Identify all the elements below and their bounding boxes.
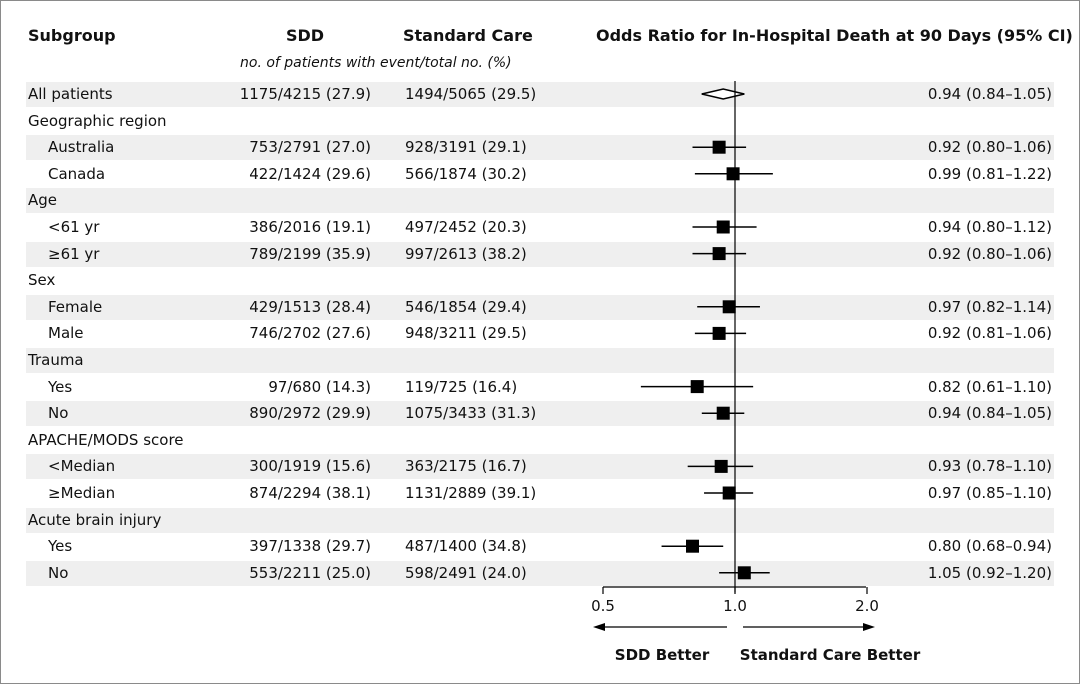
row-shading <box>26 188 1054 214</box>
or-marker <box>722 300 736 314</box>
row-label: Female <box>48 297 103 316</box>
sdd-value: 890/2972 (29.9) <box>249 404 371 423</box>
row-shading <box>26 560 1054 586</box>
header-odds-ratio: Odds Ratio for In-Hospital Death at 90 D… <box>596 26 1073 45</box>
row-label: Yes <box>48 377 73 396</box>
x-tick-label: 2.0 <box>855 597 879 615</box>
or-marker <box>737 566 751 580</box>
odds-ratio-text: 0.94 (0.84–1.05) <box>927 85 1052 103</box>
sdd-better-label: SDD Better <box>615 646 710 664</box>
sdd-value: 97/680 (14.3) <box>268 377 371 396</box>
odds-ratio-text: 0.82 (0.61–1.10) <box>927 377 1052 396</box>
summary-diamond <box>701 88 745 100</box>
sdd-value: 397/1338 (29.7) <box>249 537 371 556</box>
row-label: ≥61 yr <box>48 244 100 263</box>
x-tick-label: 0.5 <box>591 597 615 615</box>
header-standard-care: Standard Care <box>403 26 533 45</box>
standard-care-value: 363/2175 (16.7) <box>405 457 527 476</box>
standard-care-value: 1075/3433 (31.3) <box>405 404 537 423</box>
row-label: <61 yr <box>48 218 100 236</box>
row-label: Yes <box>48 537 73 556</box>
or-marker <box>726 167 740 181</box>
header-note: no. of patients with event/total no. (%) <box>240 55 512 71</box>
standard-care-value: 546/1854 (29.4) <box>405 297 527 316</box>
standard-care-value: 997/2613 (38.2) <box>405 244 527 263</box>
standard-care-value: 487/1400 (34.8) <box>405 537 527 556</box>
row-label: Canada <box>48 164 106 183</box>
row-shading <box>26 348 1054 373</box>
row-label: Male <box>48 324 84 343</box>
or-marker <box>714 459 728 473</box>
standard-care-value: 566/1874 (30.2) <box>405 164 527 183</box>
or-marker <box>722 486 736 500</box>
row-label: Australia <box>48 138 115 157</box>
header-subgroup: Subgroup <box>28 26 116 45</box>
row-shading <box>26 294 1054 320</box>
or-marker <box>716 220 730 234</box>
odds-ratio-text: 0.92 (0.80–1.06) <box>927 244 1052 263</box>
standard-care-value: 948/3211 (29.5) <box>405 324 527 343</box>
odds-ratio-text: 0.97 (0.85–1.10) <box>927 484 1052 502</box>
odds-ratio-text: 0.97 (0.82–1.14) <box>927 297 1052 316</box>
odds-ratio-text: 0.93 (0.78–1.10) <box>927 457 1052 476</box>
odds-ratio-text: 0.80 (0.68–0.94) <box>927 537 1052 556</box>
row-label: Acute brain injury <box>28 510 162 529</box>
row-shading <box>26 82 1054 107</box>
or-marker <box>712 247 726 261</box>
arrow-right-head <box>863 623 875 631</box>
standard-care-value: 1131/2889 (39.1) <box>405 484 537 502</box>
row-label: ≥Median <box>48 484 116 502</box>
or-marker <box>712 326 726 340</box>
odds-ratio-text: 1.05 (0.92–1.20) <box>927 563 1052 582</box>
or-marker <box>690 380 704 394</box>
sdd-value: 553/2211 (25.0) <box>249 563 371 582</box>
or-marker <box>716 406 730 420</box>
sdd-value: 874/2294 (38.1) <box>249 484 371 502</box>
standard-care-value: 1494/5065 (29.5) <box>405 85 537 103</box>
row-label: Trauma <box>28 351 84 369</box>
sdd-value: 300/1919 (15.6) <box>249 457 371 476</box>
header-sdd: SDD <box>286 26 325 45</box>
sdd-value: 1175/4215 (27.9) <box>239 85 371 103</box>
standard-care-value: 119/725 (16.4) <box>405 377 518 396</box>
row-label: No <box>48 563 69 582</box>
odds-ratio-text: 0.94 (0.84–1.05) <box>927 404 1052 423</box>
or-marker <box>686 539 700 553</box>
odds-ratio-text: 0.99 (0.81–1.22) <box>927 164 1052 183</box>
odds-ratio-text: 0.92 (0.81–1.06) <box>927 324 1052 343</box>
row-shading <box>26 507 1054 533</box>
row-shading <box>26 241 1054 267</box>
or-marker <box>712 140 726 154</box>
odds-ratio-text: 0.94 (0.80–1.12) <box>927 218 1052 236</box>
sdd-value: 789/2199 (35.9) <box>249 244 371 263</box>
standard-care-value: 928/3191 (29.1) <box>405 138 527 157</box>
sdd-value: 386/2016 (19.1) <box>249 218 371 236</box>
standard-care-value: 598/2491 (24.0) <box>405 563 527 582</box>
row-label: All patients <box>28 85 113 103</box>
sdd-value: 422/1424 (29.6) <box>249 164 371 183</box>
row-shading <box>26 454 1054 480</box>
sdd-value: 746/2702 (27.6) <box>249 324 371 343</box>
standard-care-better-label: Standard Care Better <box>740 646 921 664</box>
row-shading <box>26 135 1054 161</box>
sdd-value: 753/2791 (27.0) <box>249 138 371 157</box>
row-label: <Median <box>48 457 116 476</box>
sdd-value: 429/1513 (28.4) <box>249 297 371 316</box>
standard-care-value: 497/2452 (20.3) <box>405 218 527 236</box>
row-label: Geographic region <box>28 111 167 130</box>
row-label: APACHE/MODS score <box>28 430 184 449</box>
arrow-left-head <box>593 623 605 631</box>
row-label: Sex <box>28 271 56 290</box>
x-tick-label: 1.0 <box>723 597 747 615</box>
row-shading <box>26 401 1054 427</box>
row-label: Age <box>28 191 58 210</box>
odds-ratio-text: 0.92 (0.80–1.06) <box>927 138 1052 157</box>
row-label: No <box>48 404 69 423</box>
